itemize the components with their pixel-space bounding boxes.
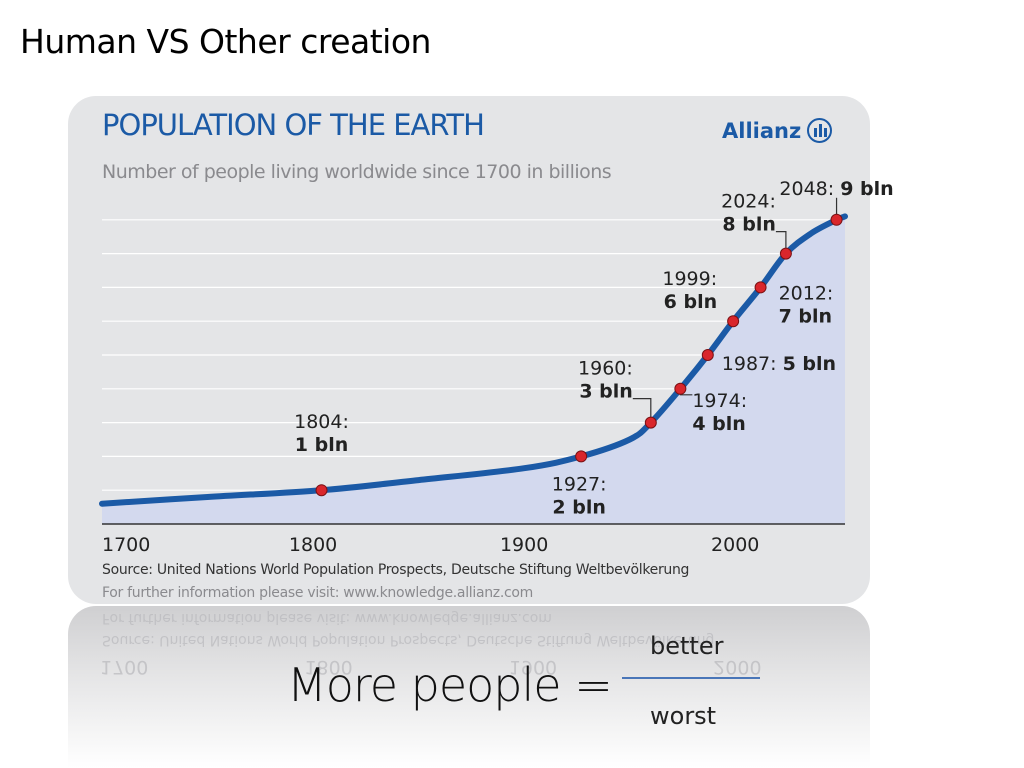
leader-1960 [632, 398, 652, 423]
label-value-2012: 7 bln [779, 305, 832, 327]
marker-1804 [315, 484, 328, 497]
x-tick-2000: 2000 [711, 534, 759, 556]
chart-subtitle: Number of people living worldwide since … [102, 161, 612, 183]
marker-2048 [830, 213, 843, 226]
marker-2024 [779, 247, 792, 260]
x-tick-1700: 1700 [102, 534, 150, 556]
label-value-1960: 3 bln [579, 381, 632, 403]
label-year-2024: 2024: [721, 191, 776, 213]
source-text: Source: United Nations World Population … [102, 562, 690, 578]
label-year-1974: 1974: [692, 390, 747, 412]
label-value-1974: 4 bln [692, 413, 745, 435]
milestone-labels: 1804:1 bln 1927:2 bln 1960:3 bln 1974:4 bln… [294, 178, 894, 519]
allianz-eagle-icon [807, 118, 833, 143]
label-year-2012: 2012: [779, 282, 834, 304]
label-value-1987: 5 bln [783, 353, 836, 375]
label-year-1999: 1999: [662, 268, 717, 290]
brand-name: Allianz [722, 118, 802, 143]
info-text: For further information please visit: ww… [102, 585, 534, 601]
label-year-1960: 1960: [578, 358, 633, 380]
fraction-bar [622, 677, 760, 679]
marker-1927 [575, 450, 588, 463]
marker-1974 [674, 382, 687, 395]
label-value-1999: 6 bln [664, 291, 717, 313]
chart-title: POPULATION OF THE EARTH [102, 108, 485, 142]
equation-left: More people = [287, 658, 613, 712]
label-year-1804: 1804: [294, 411, 349, 433]
label-value-1804: 1 bln [295, 434, 348, 456]
marker-1999 [727, 315, 740, 328]
label-1987: 1987: 5 bln [722, 353, 836, 375]
population-area [102, 216, 845, 524]
x-tick-labels: 1700 1800 1900 2000 [102, 534, 759, 556]
label-value-1927: 2 bln [552, 496, 605, 518]
label-year-2048: 2048: [779, 178, 840, 200]
slide-title: Human VS Other creation [20, 22, 431, 61]
chart-card-reflection: For further information please visit: ww… [68, 606, 870, 768]
x-tick-1900: 1900 [500, 534, 548, 556]
label-2048: 2048: 9 bln [779, 178, 893, 200]
fraction-denominator: worst [650, 702, 717, 730]
label-year-1987: 1987: [722, 353, 783, 375]
leader-2024 [775, 231, 787, 254]
label-value-2024: 8 bln [722, 214, 775, 236]
marker-2012 [754, 281, 767, 294]
x-tick-1800: 1800 [289, 534, 337, 556]
allianz-logo: Allianz [722, 118, 833, 143]
label-year-1927: 1927: [552, 473, 607, 495]
marker-1960 [644, 416, 657, 429]
milestone-markers [315, 213, 843, 497]
fraction-numerator: better [650, 632, 724, 660]
label-value-2048: 9 bln [840, 178, 893, 200]
marker-1987 [701, 349, 714, 361]
